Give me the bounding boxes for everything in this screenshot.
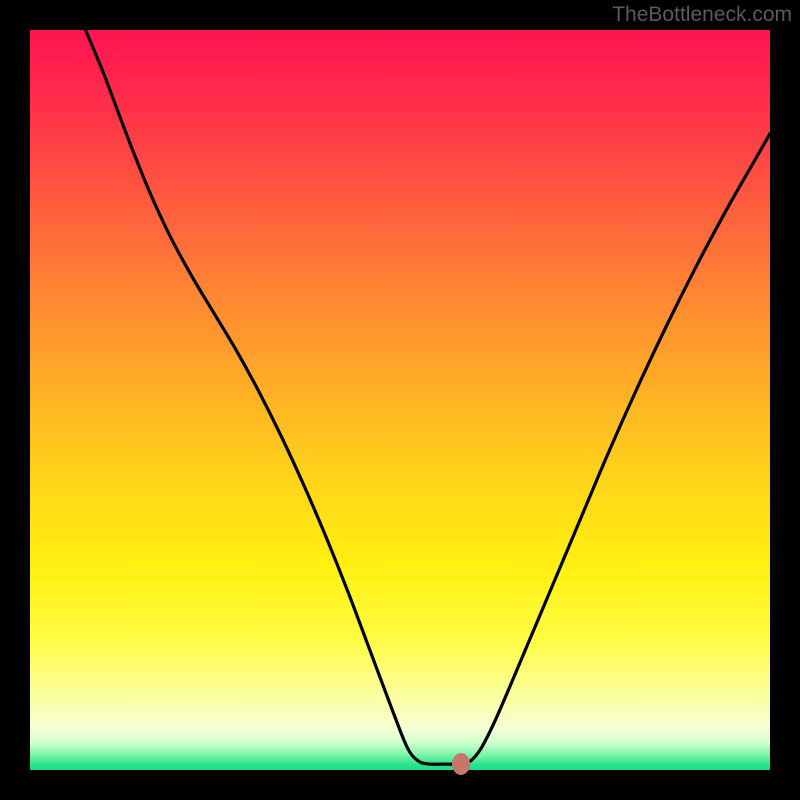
chart-plot-area xyxy=(30,30,770,770)
chart-background xyxy=(30,30,770,770)
watermark-text: TheBottleneck.com xyxy=(612,3,792,27)
optimal-point-marker xyxy=(452,753,470,775)
